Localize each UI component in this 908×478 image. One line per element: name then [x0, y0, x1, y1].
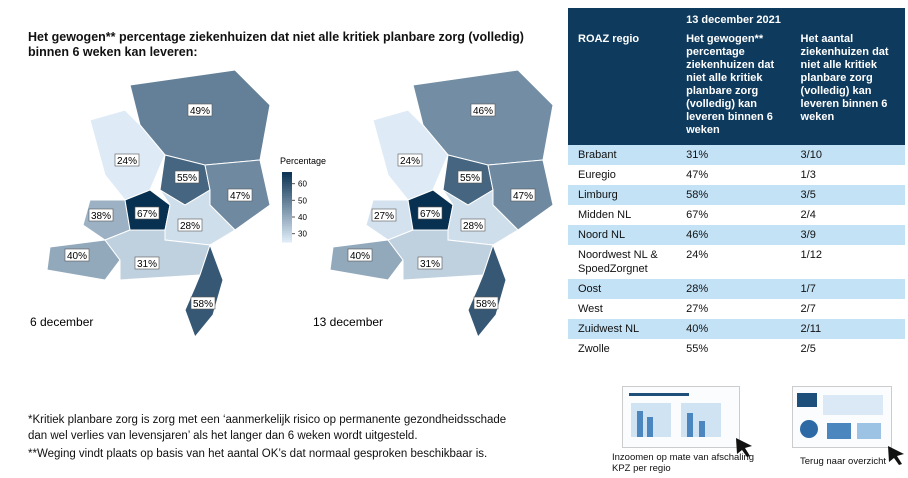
table-row: Zuidwest NL40%2/11 — [568, 319, 905, 339]
region-label: 55% — [177, 173, 197, 184]
region-label: 40% — [350, 251, 370, 262]
header-cell — [568, 8, 676, 31]
table-cell: 2/11 — [791, 319, 905, 339]
colorbar-step — [282, 172, 292, 175]
region-label: 67% — [420, 209, 440, 220]
table-cell: 1/12 — [791, 245, 905, 279]
footnote: dan wel verlies van levensjaren’ als het… — [28, 430, 418, 442]
header-row: 13 december 2021 — [568, 8, 905, 31]
table-cell: 3/10 — [791, 145, 905, 165]
thumbnail-zoom[interactable] — [622, 386, 740, 448]
table-cell: Zwolle — [568, 339, 676, 359]
region-label: 47% — [230, 191, 250, 202]
maps: 49% 24% 55% 47% 38% 67% 28% 40% 31% 58% 6 december… — [0, 0, 565, 400]
region-table: 13 december 2021ROAZ regioHet gewogen** … — [568, 8, 905, 359]
table-cell: Euregio — [568, 165, 676, 185]
thumbnail-graphic — [623, 387, 739, 447]
map: 46% 24% 55% 47% 27% 67% 28% 40% 31% 58% — [330, 70, 553, 337]
thumbnail-overview[interactable] — [792, 386, 892, 448]
region-label: 47% — [513, 191, 533, 202]
table-cell: 27% — [676, 299, 790, 319]
table-cell: 24% — [676, 245, 790, 279]
table-cell: 55% — [676, 339, 790, 359]
table-cell: 2/4 — [791, 205, 905, 225]
table-cell: 2/7 — [791, 299, 905, 319]
table-cell: 67% — [676, 205, 790, 225]
table-cell: 47% — [676, 165, 790, 185]
table-cell: West — [568, 299, 676, 319]
table-cell: 1/7 — [791, 279, 905, 299]
region-label: 28% — [180, 221, 200, 232]
table-cell: Oost — [568, 279, 676, 299]
table-cell: 46% — [676, 225, 790, 245]
region-label: 38% — [91, 211, 111, 222]
header-row: ROAZ regioHet gewogen** percentage zieke… — [568, 31, 905, 145]
table-cell: Noordwest NL & SpoedZorgnet — [568, 245, 676, 279]
link-caption[interactable]: Terug naar overzicht — [800, 456, 908, 467]
table-cell: 40% — [676, 319, 790, 339]
colorbar-tick-label: 60 — [298, 180, 307, 189]
slide: Het gewogen** percentage ziekenhuizen da… — [0, 0, 908, 478]
map-date: 6 december — [30, 315, 93, 329]
column-header: ROAZ regio — [568, 31, 676, 145]
table-cell: 28% — [676, 279, 790, 299]
table-cell: 2/5 — [791, 339, 905, 359]
table-row: Noordwest NL & SpoedZorgnet24%1/12 — [568, 245, 905, 279]
region-label: 40% — [67, 251, 87, 262]
table-cell: Zuidwest NL — [568, 319, 676, 339]
column-header: Het gewogen** percentage ziekenhuizen da… — [676, 31, 790, 145]
table-cell: Brabant — [568, 145, 676, 165]
table-cell: 3/9 — [791, 225, 905, 245]
map-date: 13 december — [313, 315, 383, 329]
colorbar-tick-label: 50 — [298, 196, 307, 205]
table-cell: 31% — [676, 145, 790, 165]
region-label: 55% — [460, 173, 480, 184]
footnote: *Kritiek planbare zorg is zorg met een ‘… — [28, 414, 506, 426]
region-label: 46% — [473, 106, 493, 117]
region-label: 58% — [476, 299, 496, 310]
table-cell: Limburg — [568, 185, 676, 205]
region-label: 67% — [137, 209, 157, 220]
table-cell: 3/5 — [791, 185, 905, 205]
footnote: **Weging vindt plaats op basis van het a… — [28, 448, 487, 460]
region-label: 28% — [463, 221, 483, 232]
link-caption[interactable]: Inzoomen op mate van afschaling KPZ per … — [612, 452, 762, 474]
region-label: 58% — [193, 299, 213, 310]
region-label: 31% — [137, 259, 157, 270]
table-cell: Noord NL — [568, 225, 676, 245]
table-cell: 1/3 — [791, 165, 905, 185]
colorbar-tick-label: 30 — [298, 230, 307, 239]
region-label: 24% — [400, 156, 420, 167]
region-label: 31% — [420, 259, 440, 270]
table-cell: 58% — [676, 185, 790, 205]
colorbar-title: Percentage — [280, 156, 326, 166]
header-date: 13 december 2021 — [676, 8, 905, 31]
region-label: 49% — [190, 106, 210, 117]
region-label: 27% — [374, 211, 394, 222]
column-header: Het aantal ziekenhuizen dat niet alle kr… — [791, 31, 905, 145]
table-row: Limburg58%3/5 — [568, 185, 905, 205]
map: 49% 24% 55% 47% 38% 67% 28% 40% 31% 58% — [47, 70, 270, 337]
table-cell: Midden NL — [568, 205, 676, 225]
region-label: 24% — [117, 156, 137, 167]
table-row: Brabant31%3/10 — [568, 145, 905, 165]
table-row: Noord NL46%3/9 — [568, 225, 905, 245]
colorbar-tick-label: 40 — [298, 213, 307, 222]
thumbnail-graphic — [793, 387, 891, 447]
